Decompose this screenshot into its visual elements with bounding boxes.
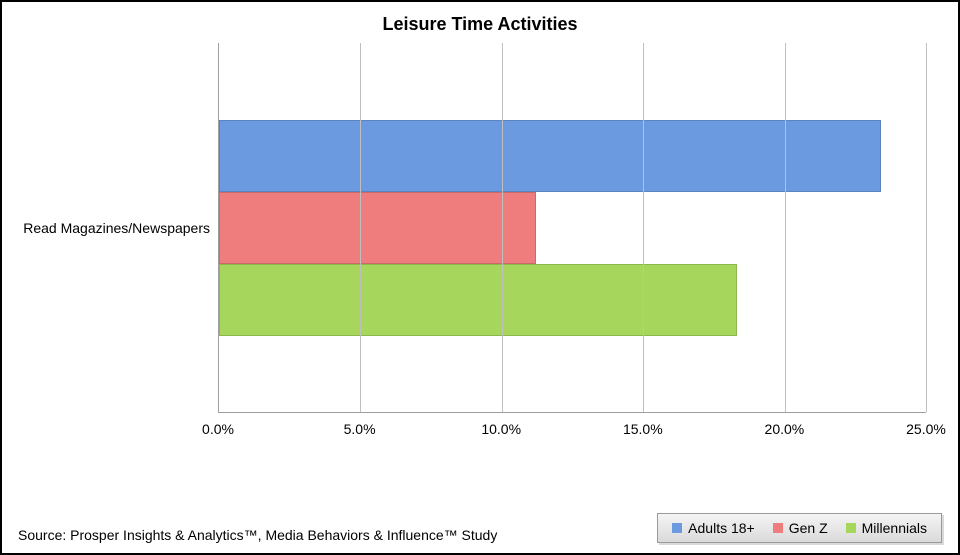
chart-title: Leisure Time Activities [18, 14, 942, 35]
bar-group [219, 43, 926, 412]
x-tick-label: 5.0% [344, 421, 376, 437]
bar-gen-z [219, 192, 536, 264]
bar-series-millennials [219, 264, 926, 336]
legend-label: Millennials [862, 520, 927, 536]
legend-item-adults: Adults 18+ [672, 520, 755, 536]
bar-series-genz [219, 192, 926, 264]
y-axis-label-column: Read Magazines/Newspapers [18, 43, 218, 413]
legend: Adults 18+ Gen Z Millennials [657, 513, 942, 543]
legend-label: Adults 18+ [688, 520, 755, 536]
x-tick-label: 0.0% [202, 421, 234, 437]
source-text: Source: Prosper Insights & Analytics™, M… [18, 527, 497, 543]
square-icon [846, 523, 856, 533]
square-icon [672, 523, 682, 533]
category-label: Read Magazines/Newspapers [23, 220, 210, 236]
chart-frame: Leisure Time Activities Read Magazines/N… [0, 0, 960, 555]
square-icon [773, 523, 783, 533]
gridline [785, 43, 786, 412]
legend-item-genz: Gen Z [773, 520, 828, 536]
x-axis: 0.0%5.0%10.0%15.0%20.0%25.0% [218, 415, 926, 445]
x-tick-label: 25.0% [906, 421, 946, 437]
x-tick-label: 10.0% [481, 421, 521, 437]
plot-area [218, 43, 926, 413]
gridline [926, 43, 927, 412]
x-tick-label: 20.0% [765, 421, 805, 437]
gridline [360, 43, 361, 412]
legend-item-millennials: Millennials [846, 520, 927, 536]
x-tick-label: 15.0% [623, 421, 663, 437]
footer-row: Source: Prosper Insights & Analytics™, M… [18, 513, 942, 543]
bar-millennials [219, 264, 737, 336]
bar-adults-18plus [219, 120, 881, 192]
gridline [643, 43, 644, 412]
gridline [502, 43, 503, 412]
legend-label: Gen Z [789, 520, 828, 536]
bar-series-adults [219, 120, 926, 192]
chart-area: Read Magazines/Newspapers 0.0% 5.0% 10.0% 1… [18, 43, 942, 473]
